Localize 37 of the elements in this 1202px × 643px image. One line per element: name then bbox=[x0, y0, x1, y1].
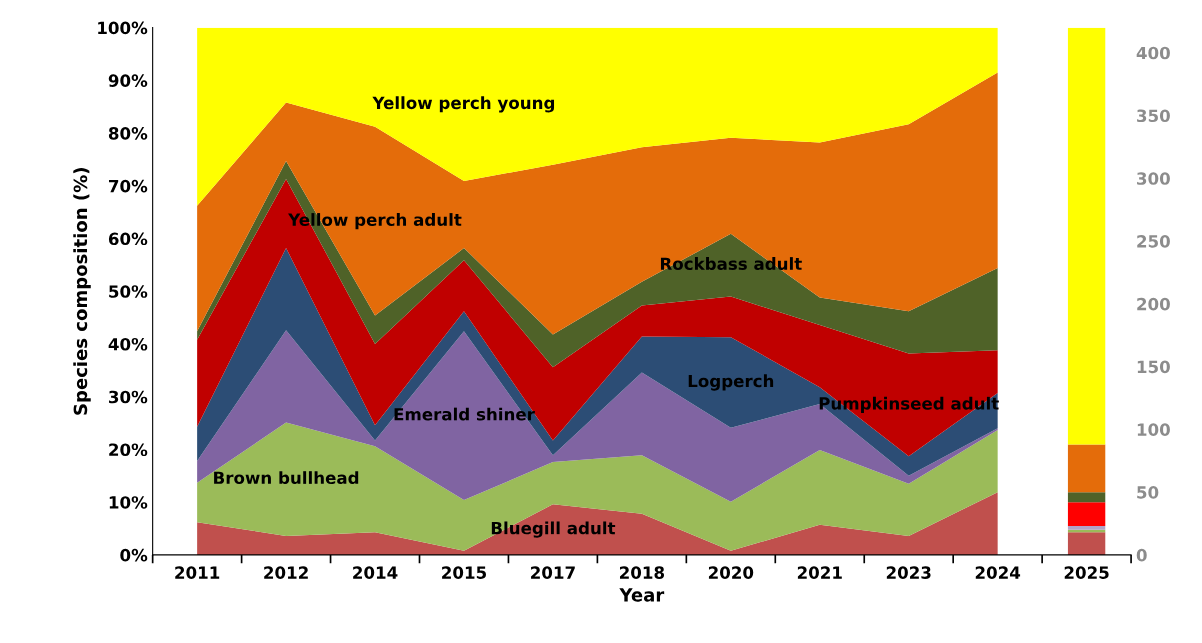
x-tick-label: 2017 bbox=[531, 566, 575, 579]
x-tick-label: 2024 bbox=[975, 566, 1021, 579]
y-tick-label: 50% bbox=[109, 285, 148, 298]
y-tick-label: 10% bbox=[109, 496, 148, 509]
x-tick-label: 2020 bbox=[708, 566, 754, 579]
x-tick-label: 2025 bbox=[1064, 566, 1109, 579]
y-tick-label: 90% bbox=[108, 74, 148, 87]
series-label: Yellow perch young bbox=[372, 96, 555, 113]
x-tick-label: 2023 bbox=[886, 566, 931, 579]
y2-tick-label: 400 bbox=[1136, 46, 1170, 60]
series-label: Emerald shiner bbox=[394, 407, 535, 421]
y2-tick-label: 100 bbox=[1137, 423, 1170, 436]
y2-tick-label: 250 bbox=[1137, 235, 1170, 248]
y-tick-label: 0% bbox=[120, 548, 148, 562]
y2-tick-label: 300 bbox=[1137, 172, 1170, 185]
y-tick-label: 60% bbox=[108, 232, 148, 246]
x-tick-label: 2014 bbox=[353, 566, 398, 579]
y2-tick-label: 350 bbox=[1137, 109, 1170, 123]
series-label: Brown bullhead bbox=[214, 471, 359, 485]
y2-tick-label: 150 bbox=[1137, 360, 1170, 374]
y-tick-label: 80% bbox=[108, 127, 148, 140]
y-tick-label: 70% bbox=[109, 179, 148, 193]
series-label: Logperch bbox=[688, 374, 774, 391]
y2-tick-label: 50 bbox=[1137, 486, 1159, 499]
y-tick-label: 100% bbox=[98, 21, 148, 35]
y-tick-label: 30% bbox=[109, 390, 148, 404]
x-tick-label: 2021 bbox=[797, 566, 842, 579]
y-axis-title: Species composition (%) bbox=[73, 168, 91, 415]
x-tick-label: 2018 bbox=[619, 566, 665, 579]
x-tick-label: 2015 bbox=[442, 566, 486, 579]
y2-tick-label: 200 bbox=[1137, 297, 1170, 311]
y-tick-label: 20% bbox=[109, 443, 148, 457]
y2-tick-label: 0 bbox=[1136, 548, 1147, 562]
x-tick-label: 2012 bbox=[264, 566, 308, 579]
x-tick-label: 2011 bbox=[175, 566, 220, 579]
y-tick-label: 40% bbox=[108, 337, 148, 351]
x-axis-title: Year bbox=[619, 588, 665, 602]
